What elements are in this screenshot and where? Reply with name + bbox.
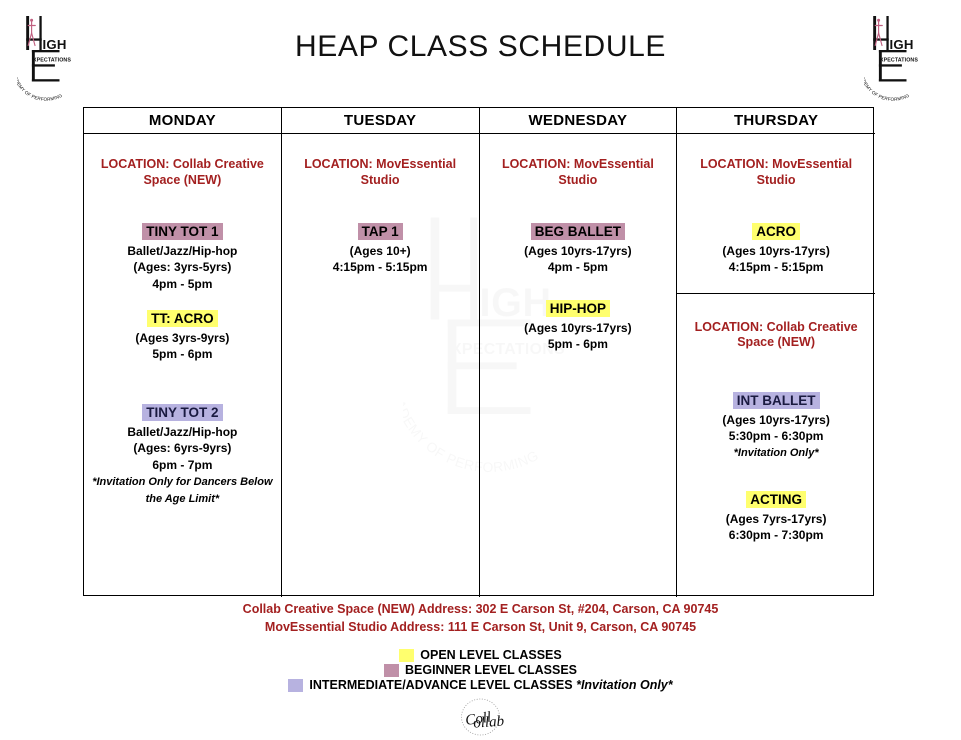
- svg-text:ollab: ollab: [473, 714, 505, 732]
